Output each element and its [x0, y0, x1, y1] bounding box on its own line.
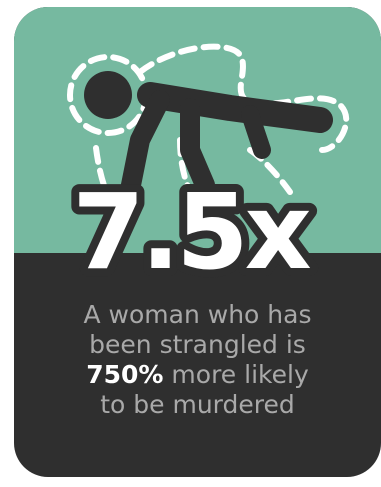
stat-value-text: 7.5x: [72, 171, 310, 288]
description-line-4: to be murdered: [100, 390, 295, 419]
description-line-3: 750% more likely: [14, 360, 381, 390]
highlight-percentage: 750%: [86, 360, 164, 389]
description-line-1: A woman who has: [83, 300, 312, 329]
stat-value: 7.5x 7.5x: [0, 168, 381, 288]
fallen-person-chalk-outline-icon: [67, 43, 350, 231]
description: A woman who has been strangled is 750% m…: [14, 300, 381, 420]
description-line-2: been strangled is: [89, 330, 306, 359]
description-line-3-rest: more likely: [163, 360, 309, 389]
stat-value-outline: 7.5x: [72, 171, 310, 288]
